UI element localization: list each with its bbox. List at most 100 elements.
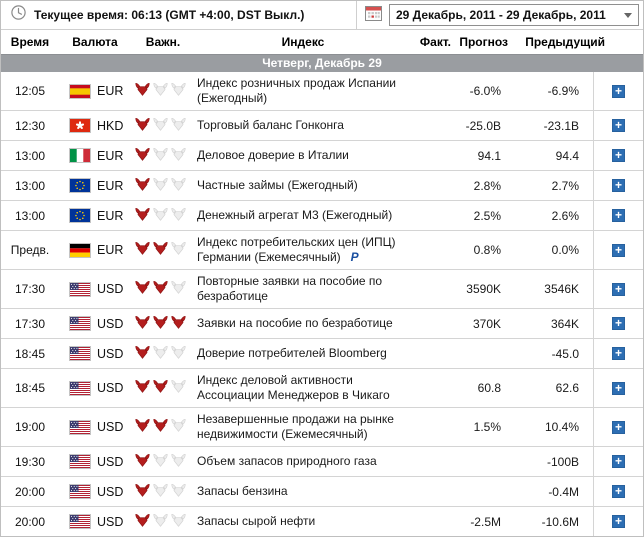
- date-range-dropdown[interactable]: 29 Декабрь, 2011 - 29 Декабрь, 2011: [389, 4, 639, 26]
- col-header-time: Время: [10, 35, 50, 49]
- event-time: 13:00: [14, 148, 46, 163]
- expand-event-button[interactable]: +: [612, 455, 625, 468]
- col-header-currency: Валюта: [72, 35, 118, 49]
- table-row: 19:30 USD Объем запасов природного газа …: [1, 446, 643, 476]
- currency-code: USD: [97, 454, 124, 469]
- expand-event-button[interactable]: +: [612, 347, 625, 360]
- bull-icon-active: [152, 418, 169, 435]
- expand-event-button[interactable]: +: [612, 317, 625, 330]
- previous-value: -10.6M: [541, 514, 579, 529]
- table-row: 17:30 USD Повторные заявки на пособие по…: [1, 269, 643, 308]
- currency-cell: EUR: [59, 209, 131, 223]
- expand-event-button[interactable]: +: [612, 209, 625, 222]
- current-time-section: Текущее время: 06:13 (GMT +4:00, DST Вык…: [1, 1, 356, 29]
- bull-icon-active: [134, 379, 151, 396]
- flag-us-icon: [70, 347, 90, 360]
- importance-bulls: [131, 177, 195, 194]
- current-time-value: 06:13 (GMT +4:00, DST Выкл.): [131, 8, 305, 22]
- bull-icon-inactive: [170, 453, 187, 470]
- bull-icon-inactive: [152, 453, 169, 470]
- importance-bulls: [131, 207, 195, 224]
- col-header-forecast: Прогноз: [459, 35, 508, 49]
- expand-event-button[interactable]: +: [612, 179, 625, 192]
- forecast-value: 370K: [472, 316, 501, 331]
- bull-icon-inactive: [170, 418, 187, 435]
- top-bar: Текущее время: 06:13 (GMT +4:00, DST Вык…: [1, 1, 643, 30]
- event-name: Индекс деловой активности Ассоциации Мен…: [197, 373, 390, 402]
- importance-bulls: [131, 418, 195, 435]
- expand-event-button[interactable]: +: [612, 420, 625, 434]
- bull-icon-inactive: [170, 513, 187, 530]
- importance-bulls: [131, 82, 195, 99]
- bull-icon-active: [134, 315, 151, 332]
- event-time: 12:30: [14, 118, 46, 133]
- event-time: 19:00: [14, 420, 46, 434]
- event-time: 20:00: [14, 514, 46, 529]
- bull-icon-inactive: [170, 345, 187, 362]
- event-time: 17:30: [14, 282, 46, 296]
- date-picker-section: 29 Декабрь, 2011 - 29 Декабрь, 2011: [356, 1, 643, 29]
- event-name: Денежный агрегат M3 (Ежегодный): [197, 208, 393, 222]
- bull-icon-active: [152, 379, 169, 396]
- expand-event-button[interactable]: +: [612, 84, 625, 98]
- previous-value: 0.0%: [551, 243, 579, 257]
- event-time: 18:45: [14, 346, 46, 361]
- bull-icon-inactive: [152, 483, 169, 500]
- event-time: 12:05: [14, 84, 46, 98]
- bull-icon-inactive: [170, 379, 187, 396]
- event-name: Индекс потребительских цен (ИПЦ) Германи…: [197, 235, 396, 264]
- currency-cell: EUR: [59, 179, 131, 193]
- event-name: Торговый баланс Гонконга: [197, 118, 344, 132]
- col-header-index: Индекс: [281, 35, 325, 49]
- expand-event-button[interactable]: +: [612, 381, 625, 395]
- event-name: Незавершенные продажи на рынке недвижимо…: [197, 412, 394, 441]
- bull-icon-inactive: [170, 207, 187, 224]
- bull-icon-inactive: [170, 280, 187, 297]
- bull-icon-active: [170, 315, 187, 332]
- calendar-icon[interactable]: [365, 5, 382, 26]
- currency-code: EUR: [97, 178, 124, 193]
- event-time: 19:30: [14, 454, 46, 469]
- currency-code: USD: [97, 346, 124, 361]
- chevron-down-icon: [624, 12, 632, 18]
- bull-icon-inactive: [170, 117, 187, 134]
- currency-cell: USD: [59, 485, 131, 499]
- importance-bulls: [131, 483, 195, 500]
- currency-code: USD: [97, 282, 124, 296]
- expand-event-button[interactable]: +: [612, 282, 625, 296]
- bull-icon-active: [134, 453, 151, 470]
- currency-code: USD: [97, 484, 124, 499]
- bull-icon-active: [134, 117, 151, 134]
- expand-event-button[interactable]: +: [612, 119, 625, 132]
- expand-event-button[interactable]: +: [612, 515, 625, 528]
- expand-event-button[interactable]: +: [612, 149, 625, 162]
- bull-icon-active: [134, 280, 151, 297]
- flag-de-icon: [70, 243, 90, 257]
- currency-cell: EUR: [59, 84, 131, 98]
- event-time: 18:45: [14, 381, 46, 395]
- bull-icon-active: [152, 280, 169, 297]
- bull-icon-active: [134, 147, 151, 164]
- expand-event-button[interactable]: +: [612, 243, 625, 257]
- table-row: 18:45 USD Доверие потребителей Bloomberg…: [1, 338, 643, 368]
- bull-icon-inactive: [152, 82, 169, 99]
- flag-us-icon: [70, 455, 90, 468]
- previous-value: -100B: [546, 454, 579, 469]
- currency-code: EUR: [97, 208, 124, 223]
- bull-icon-active: [134, 418, 151, 435]
- importance-bulls: [131, 345, 195, 362]
- revised-note: P: [350, 250, 359, 264]
- col-header-actual: Факт.: [419, 35, 451, 49]
- forecast-value: -2.5M: [470, 514, 501, 529]
- bull-icon-active: [134, 241, 151, 258]
- table-row: 20:00 USD Запасы сырой нефти -2.5M -10.6…: [1, 506, 643, 536]
- currency-code: USD: [97, 514, 124, 529]
- flag-us-icon: [70, 317, 90, 330]
- current-time-label: Текущее время:: [34, 8, 128, 22]
- bull-icon-active: [134, 82, 151, 99]
- previous-value: 364K: [550, 316, 579, 331]
- expand-event-button[interactable]: +: [612, 485, 625, 498]
- previous-value: 3546K: [544, 282, 579, 296]
- bull-icon-inactive: [170, 241, 187, 258]
